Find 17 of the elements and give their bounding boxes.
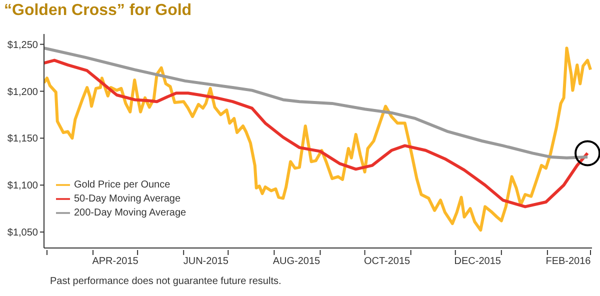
x-tick-label: APR-2015 [92, 256, 139, 267]
y-tick-label: $1,200 [7, 86, 38, 98]
x-tick-label: AUG-2015 [272, 256, 321, 267]
text: Past performance does not guarantee future results. [50, 276, 282, 287]
line-series [44, 46, 592, 232]
y-tick-label: $1,100 [7, 180, 38, 192]
legend-label: 200-Day Moving Average [74, 208, 186, 219]
chart-title: “Golden Cross” for Gold [4, 2, 192, 20]
y-tick-label: $1,150 [7, 134, 38, 145]
y-tick-label: $1,250 [7, 40, 38, 51]
x-tick-label: DEC-2015 [454, 256, 502, 267]
x-tick-label: FEB-2016 [546, 256, 592, 267]
y-tick-label: $1,050 [7, 228, 38, 239]
x-tick-label: OCT-2015 [364, 256, 411, 267]
legend-label: 50-Day Moving Average [74, 194, 181, 205]
legend-label: Gold Price per Ounce [74, 180, 170, 191]
x-tick-label: JUN-2015 [183, 256, 229, 267]
